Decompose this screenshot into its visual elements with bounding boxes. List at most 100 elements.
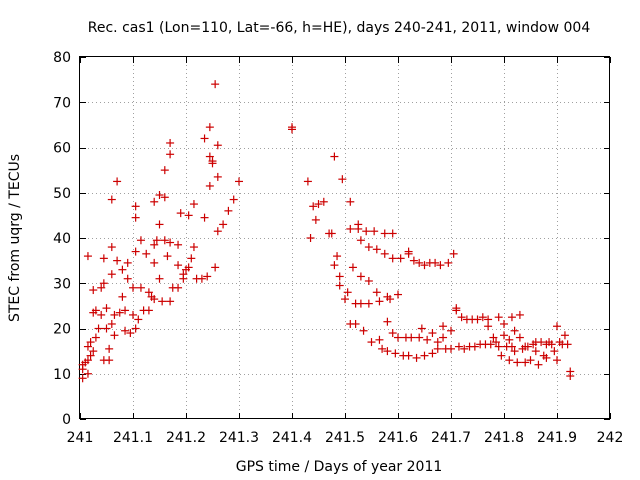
data-point: [507, 342, 516, 351]
data-point: [566, 372, 575, 381]
data-point: [86, 338, 95, 347]
data-point: [388, 254, 397, 263]
data-point: [404, 247, 413, 256]
data-point: [134, 315, 143, 324]
data-point: [547, 340, 556, 349]
data-point: [553, 356, 561, 365]
data-point: [415, 333, 424, 342]
data-point: [335, 272, 344, 281]
data-point: [303, 177, 312, 186]
data-point: [394, 333, 402, 342]
x-tick-label: 241: [67, 430, 94, 446]
x-tick-label: 241.3: [219, 430, 259, 446]
data-point: [364, 276, 373, 285]
data-point: [478, 313, 487, 322]
data-point: [380, 229, 389, 238]
data-point: [439, 333, 448, 342]
data-point: [454, 342, 463, 351]
data-point: [107, 270, 116, 279]
data-point: [513, 358, 522, 367]
data-point: [356, 272, 365, 281]
data-point: [523, 342, 532, 351]
data-point: [346, 197, 355, 206]
data-point: [396, 254, 405, 263]
data-point: [123, 274, 132, 283]
x-axis-label: GPS time / Days of year 2011: [236, 459, 443, 475]
data-point: [362, 227, 371, 236]
data-point: [364, 243, 373, 252]
x-tick-label: 241.4: [272, 430, 312, 446]
data-point: [89, 347, 98, 356]
data-point: [144, 306, 153, 315]
data-point: [160, 166, 169, 175]
data-point: [155, 274, 164, 283]
data-point: [150, 240, 159, 249]
data-point: [158, 297, 167, 306]
data-point: [160, 193, 169, 202]
data-point: [314, 200, 323, 209]
data-point: [383, 347, 392, 356]
data-point: [333, 252, 342, 261]
data-point: [356, 299, 365, 308]
data-point: [200, 134, 209, 143]
data-point: [515, 333, 524, 342]
data-point: [507, 313, 516, 322]
data-point: [433, 338, 442, 347]
data-point: [224, 206, 233, 215]
data-point: [386, 295, 395, 304]
data-point: [150, 295, 159, 304]
data-point: [213, 227, 222, 236]
data-point: [335, 281, 344, 290]
data-point: [166, 297, 175, 306]
data-point: [505, 335, 514, 344]
data-point: [380, 249, 389, 258]
data-point: [115, 308, 124, 317]
data-point: [417, 324, 426, 333]
x-tick-label: 241.2: [166, 430, 206, 446]
data-point: [189, 200, 198, 209]
data-point: [346, 224, 355, 233]
data-point: [166, 150, 175, 159]
data-point: [187, 254, 196, 263]
data-point: [102, 304, 111, 313]
data-point: [97, 283, 106, 292]
data-point: [484, 322, 493, 331]
data-point: [407, 333, 416, 342]
data-point: [330, 261, 339, 270]
data-point: [388, 229, 397, 238]
data-point: [99, 254, 108, 263]
data-point: [409, 256, 418, 265]
y-tick-label: 40: [53, 231, 71, 247]
data-point: [99, 279, 108, 288]
data-point: [118, 265, 127, 274]
x-tick-label: 241.7: [431, 430, 471, 446]
data-point: [356, 236, 365, 245]
chart-title: Rec. cas1 (Lon=110, Lat=-66, h=HE), days…: [88, 20, 591, 36]
data-point: [131, 213, 140, 222]
data-point: [160, 236, 169, 245]
data-point: [163, 252, 172, 261]
data-point: [211, 263, 220, 272]
data-point: [497, 351, 506, 360]
data-point: [534, 360, 543, 369]
x-tick-label: 241.9: [537, 430, 577, 446]
y-tick-label: 60: [53, 141, 71, 157]
data-point: [383, 317, 392, 326]
data-point: [306, 234, 315, 242]
data-point: [205, 181, 214, 190]
data-point: [184, 211, 193, 220]
data-point: [457, 313, 466, 322]
data-point: [131, 247, 140, 256]
data-point: [348, 263, 357, 272]
data-point: [428, 329, 437, 338]
data-point: [176, 209, 185, 218]
data-point: [439, 322, 448, 331]
data-point: [433, 344, 442, 353]
data-point: [330, 152, 339, 161]
data-point: [526, 356, 535, 365]
data-point: [319, 197, 328, 206]
data-point: [492, 338, 501, 347]
data-point: [144, 288, 153, 297]
data-point: [412, 353, 421, 362]
